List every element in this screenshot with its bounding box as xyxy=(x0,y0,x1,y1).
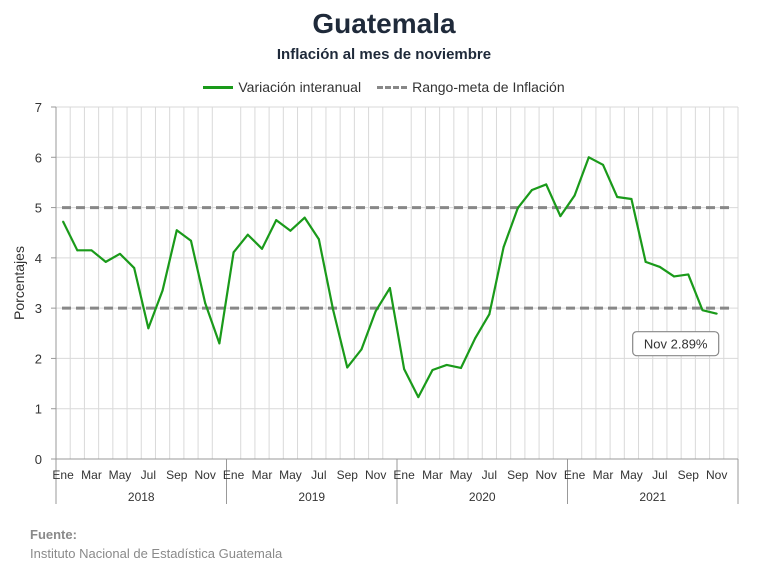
month-label: May xyxy=(279,468,302,482)
data-point xyxy=(360,348,363,351)
data-point xyxy=(644,260,647,263)
month-label: Ene xyxy=(223,468,245,482)
data-point xyxy=(261,247,264,250)
data-point xyxy=(275,219,278,222)
data-point xyxy=(417,396,420,399)
month-label: May xyxy=(450,468,473,482)
series-line-variacion xyxy=(62,156,717,399)
data-point xyxy=(445,363,448,366)
data-point xyxy=(62,220,65,223)
data-point xyxy=(658,265,661,268)
data-point xyxy=(516,207,519,210)
y-tick-label: 0 xyxy=(35,452,42,467)
data-point xyxy=(459,366,462,369)
data-point xyxy=(687,273,690,276)
y-tick-label: 1 xyxy=(35,402,42,417)
data-point xyxy=(431,368,434,371)
data-point xyxy=(488,313,491,316)
data-point xyxy=(701,309,704,312)
data-point xyxy=(232,251,235,254)
data-point xyxy=(76,249,79,252)
y-tick-label: 6 xyxy=(35,150,42,165)
month-label: Jul xyxy=(482,468,497,482)
month-label: Ene xyxy=(52,468,74,482)
month-label: Sep xyxy=(507,468,529,482)
data-point xyxy=(147,327,150,330)
data-point xyxy=(545,183,548,186)
data-point xyxy=(616,196,619,199)
data-point xyxy=(104,260,107,263)
month-label: May xyxy=(109,468,132,482)
data-point xyxy=(246,233,249,236)
y-tick-label: 4 xyxy=(35,251,42,266)
month-label: Mar xyxy=(422,468,443,482)
month-label: Nov xyxy=(365,468,386,482)
chart-subtitle: Inflación al mes de noviembre xyxy=(276,46,492,63)
year-label: 2020 xyxy=(469,490,496,504)
month-label: Jul xyxy=(141,468,156,482)
y-tick-label: 7 xyxy=(35,100,42,115)
month-label: Ene xyxy=(564,468,586,482)
data-point xyxy=(133,266,136,269)
data-point xyxy=(346,366,349,369)
data-point xyxy=(587,156,590,159)
month-label: Ene xyxy=(393,468,415,482)
month-label: Jul xyxy=(652,468,667,482)
source-label: Fuente: xyxy=(30,527,77,542)
year-label: 2021 xyxy=(639,490,666,504)
data-point xyxy=(474,337,477,340)
annotation-label: Nov 2.89% xyxy=(644,337,708,352)
legend-label: Variación interanual xyxy=(238,79,362,95)
year-label: 2018 xyxy=(128,490,155,504)
source-text: Instituto Nacional de Estadística Guatem… xyxy=(30,546,283,561)
month-label: Jul xyxy=(311,468,326,482)
data-point xyxy=(715,312,718,315)
month-label: Sep xyxy=(678,468,700,482)
y-tick-label: 5 xyxy=(35,201,42,216)
data-point xyxy=(630,198,633,201)
month-label: Sep xyxy=(166,468,188,482)
month-label: Mar xyxy=(81,468,102,482)
month-label: Nov xyxy=(195,468,216,482)
data-point xyxy=(118,252,121,255)
data-point xyxy=(175,229,178,232)
data-point xyxy=(388,287,391,290)
chart-title: Guatemala xyxy=(312,8,456,39)
data-point xyxy=(189,239,192,242)
data-point xyxy=(218,342,221,345)
data-point xyxy=(332,308,335,311)
legend-item-rango: Rango-meta de Inflación xyxy=(377,79,565,95)
data-point xyxy=(502,246,505,249)
data-point xyxy=(161,289,164,292)
legend-swatch-dashed xyxy=(377,85,408,89)
data-point xyxy=(90,249,93,252)
year-label: 2019 xyxy=(298,490,325,504)
data-point xyxy=(530,188,533,191)
legend-item-variacion: Variación interanual xyxy=(203,79,361,95)
data-point xyxy=(317,238,320,241)
data-point xyxy=(303,216,306,219)
data-point xyxy=(204,302,207,305)
month-label: May xyxy=(620,468,643,482)
month-label: Mar xyxy=(593,468,614,482)
data-point xyxy=(573,194,576,197)
y-tick-label: 2 xyxy=(35,351,42,366)
month-label: Sep xyxy=(337,468,359,482)
data-point xyxy=(559,215,562,218)
data-point xyxy=(602,163,605,166)
y-tick-label: 3 xyxy=(35,301,42,316)
legend: Variación interanual Rango-meta de Infla… xyxy=(0,79,768,95)
y-axis-label: Porcentajes xyxy=(11,246,27,320)
data-point xyxy=(289,229,292,232)
month-label: Nov xyxy=(536,468,557,482)
month-label: Mar xyxy=(252,468,273,482)
data-point xyxy=(673,275,676,278)
legend-label: Rango-meta de Inflación xyxy=(412,79,565,95)
data-point xyxy=(403,367,406,370)
data-point xyxy=(374,310,377,313)
month-label: Nov xyxy=(706,468,727,482)
annotation-box xyxy=(632,331,720,357)
legend-swatch-solid xyxy=(203,85,234,89)
